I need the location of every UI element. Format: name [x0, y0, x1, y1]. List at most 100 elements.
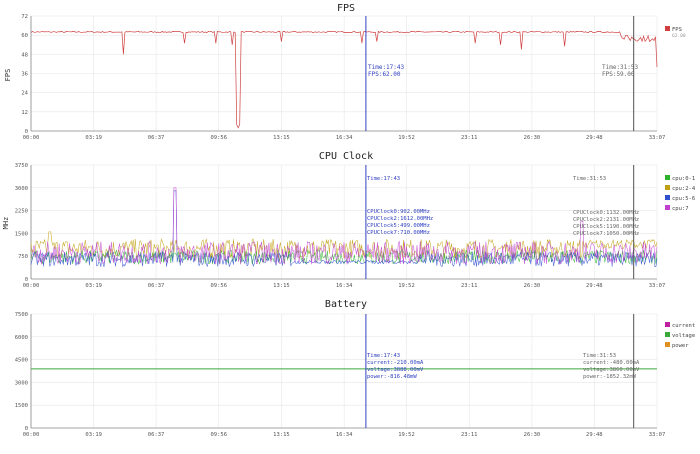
- fps-tooltip-primary-value: FPS:62.00: [368, 71, 401, 78]
- cpu-legend-swatch[interactable]: [665, 185, 670, 190]
- cpu-ytick-label: 3000: [15, 186, 28, 192]
- fps-xtick-label: 06:37: [148, 135, 165, 141]
- fps-xtick-label: 09:56: [210, 135, 227, 141]
- cpu-tooltip-primary-clock7: CPUClock7:710.00MHz: [367, 230, 430, 236]
- fps-tooltip-primary-time: Time:17:43: [368, 64, 405, 71]
- fps-ytick-label: 0: [25, 129, 28, 135]
- cpu-legend-swatch[interactable]: [665, 175, 670, 180]
- cpu-tooltip-primary-clock2: CPUClock2:1612.00MHz: [367, 216, 433, 222]
- cpu-tooltip-secondary-clock2: CPUClock2:2131.00MHz: [573, 217, 639, 223]
- battery-ytick-label: 0: [25, 426, 28, 432]
- battery-title: Battery: [325, 299, 367, 310]
- battery-legend-label[interactable]: voltage: [672, 333, 695, 339]
- fps-legend-label[interactable]: FPS: [672, 27, 682, 33]
- cpu-ytick-label: 1500: [15, 231, 28, 237]
- fps-ylabel: FPS: [4, 69, 12, 82]
- cpu-legend-label[interactable]: cpu:2-4: [672, 186, 696, 192]
- fps-xtick-label: 16:34: [336, 135, 353, 141]
- cpu-xtick-label: 16:34: [336, 283, 353, 289]
- cpu-tooltip-secondary-time: Time:31:53: [573, 176, 606, 182]
- battery-legend-swatch[interactable]: [665, 322, 670, 327]
- fps-xtick-label: 13:15: [273, 135, 290, 141]
- battery-xtick-label: 03:19: [85, 432, 102, 438]
- battery-legend-label[interactable]: current: [672, 323, 695, 329]
- battery-tooltip-primary-time: Time:17:43: [367, 353, 400, 359]
- cpu-series-5-6: [30, 190, 658, 268]
- cpu-legend-label[interactable]: cpu:0-1: [672, 176, 695, 182]
- battery-xtick-label: 06:37: [148, 432, 165, 438]
- battery-xtick-label: 09:56: [210, 432, 227, 438]
- fps-ytick-label: 48: [21, 52, 28, 58]
- battery-tooltip-primary-voltage: voltage:3888.00mV: [367, 367, 424, 373]
- fps-legend-sublabel: 62.00: [672, 33, 686, 39]
- cpu-legend-label[interactable]: cpu:7: [672, 206, 689, 212]
- cpu-tooltip-secondary-clock5: CPUClock5:1190.00MHz: [573, 224, 639, 230]
- cpu-panel: CPU Clock MHz 0 750 1500 2250 3000 3750 00:00 0…: [2, 151, 696, 289]
- battery-ytick-label: 7500: [15, 312, 28, 318]
- cpu-xtick-label: 33:07: [649, 283, 666, 289]
- cpu-tooltip-primary-time: Time:17:43: [367, 176, 400, 182]
- fps-ytick-label: 36: [21, 72, 28, 78]
- cpu-legend-swatch[interactable]: [665, 195, 670, 200]
- battery-legend-swatch[interactable]: [665, 342, 670, 347]
- cpu-tooltip-secondary-clock0: CPUClock0:1132.00MHz: [573, 210, 639, 216]
- cpu-ytick-label: 2250: [15, 209, 28, 215]
- fps-title: FPS: [337, 3, 355, 14]
- cpu-legend-label[interactable]: cpu:5-6: [672, 196, 695, 202]
- battery-tooltip-secondary-time: Time:31:53: [583, 353, 616, 359]
- battery-tooltip-primary-power: power:-816.48mW: [367, 374, 417, 380]
- battery-xtick-label: 16:34: [336, 432, 353, 438]
- cpu-xtick-label: 19:52: [398, 283, 415, 289]
- fps-xtick-label: 23:11: [461, 135, 478, 141]
- battery-xtick-label: 29:48: [586, 432, 603, 438]
- fps-xtick-label: 00:00: [23, 135, 40, 141]
- fps-ytick-label: 60: [21, 33, 28, 39]
- cpu-xtick-label: 13:15: [273, 283, 290, 289]
- cpu-xtick-label: 00:00: [23, 283, 40, 289]
- fps-xtick-label: 29:48: [586, 135, 603, 141]
- fps-ytick-label: 72: [21, 14, 28, 20]
- fps-ytick-label: 24: [21, 91, 28, 97]
- cpu-xtick-label: 29:48: [586, 283, 603, 289]
- battery-xtick-label: 26:30: [524, 432, 541, 438]
- battery-tooltip-secondary-current: current:-480.00mA: [583, 360, 640, 366]
- battery-xtick-label: 23:11: [461, 432, 478, 438]
- cpu-tooltip-primary-clock5: CPUClock5:499.00MHz: [367, 223, 430, 229]
- battery-tooltip-primary-current: current:-210.00mA: [367, 360, 424, 366]
- battery-ytick-label: 4500: [15, 358, 28, 364]
- battery-legend-swatch[interactable]: [665, 332, 670, 337]
- fps-xtick-label: 33:07: [649, 135, 666, 141]
- cpu-ytick-label: 0: [25, 277, 28, 283]
- fps-line: [30, 30, 658, 129]
- battery-xtick-label: 00:00: [23, 432, 40, 438]
- cpu-series-2-4: [30, 231, 658, 260]
- cpu-tooltip-secondary-clock7: CPUClock7:1050.00MHz: [573, 231, 639, 237]
- cpu-ytick-label: 750: [18, 254, 28, 260]
- cpu-ylabel: MHz: [2, 217, 10, 230]
- fps-xtick-label: 19:52: [398, 135, 415, 141]
- cpu-xtick-label: 26:30: [524, 283, 541, 289]
- fps-xtick-label: 03:19: [85, 135, 102, 141]
- battery-ytick-label: 1500: [15, 403, 28, 409]
- battery-panel: Battery 0 1500 3000 4500 6000 7500 00:00 03:19 0…: [15, 299, 695, 438]
- cpu-series-7: [30, 187, 658, 265]
- fps-panel: FPS FPS 0 12 24 36 48 60 72 00:00 03:19 06:37 09:5…: [4, 3, 686, 141]
- battery-legend-label[interactable]: power: [672, 343, 689, 349]
- cpu-xtick-label: 23:11: [461, 283, 478, 289]
- battery-ytick-label: 3000: [15, 380, 28, 386]
- cpu-tooltip-primary-clock0: CPUClock0:902.00MHz: [367, 209, 430, 215]
- fps-ytick-label: 12: [21, 110, 28, 116]
- cpu-title: CPU Clock: [319, 151, 373, 162]
- cpu-ytick-label: 3750: [15, 163, 28, 169]
- battery-tooltip-secondary-voltage: voltage:3860.00mV: [583, 367, 640, 373]
- fps-tooltip-secondary-time: Time:31:53: [602, 64, 639, 71]
- battery-tooltip-secondary-power: power:-1852.32mW: [583, 374, 637, 380]
- battery-xtick-label: 13:15: [273, 432, 290, 438]
- fps-xtick-label: 26:30: [524, 135, 541, 141]
- battery-xtick-label: 33:07: [649, 432, 666, 438]
- fps-legend-swatch[interactable]: [665, 26, 670, 31]
- cpu-legend-swatch[interactable]: [665, 205, 670, 210]
- cpu-xtick-label: 09:56: [210, 283, 227, 289]
